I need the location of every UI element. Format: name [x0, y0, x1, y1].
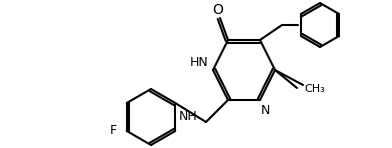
Text: O: O: [212, 3, 223, 17]
Text: N: N: [260, 103, 270, 116]
Text: NH: NH: [179, 110, 198, 123]
Text: CH₃: CH₃: [305, 84, 325, 94]
Text: F: F: [110, 124, 117, 137]
Text: HN: HN: [190, 56, 209, 69]
